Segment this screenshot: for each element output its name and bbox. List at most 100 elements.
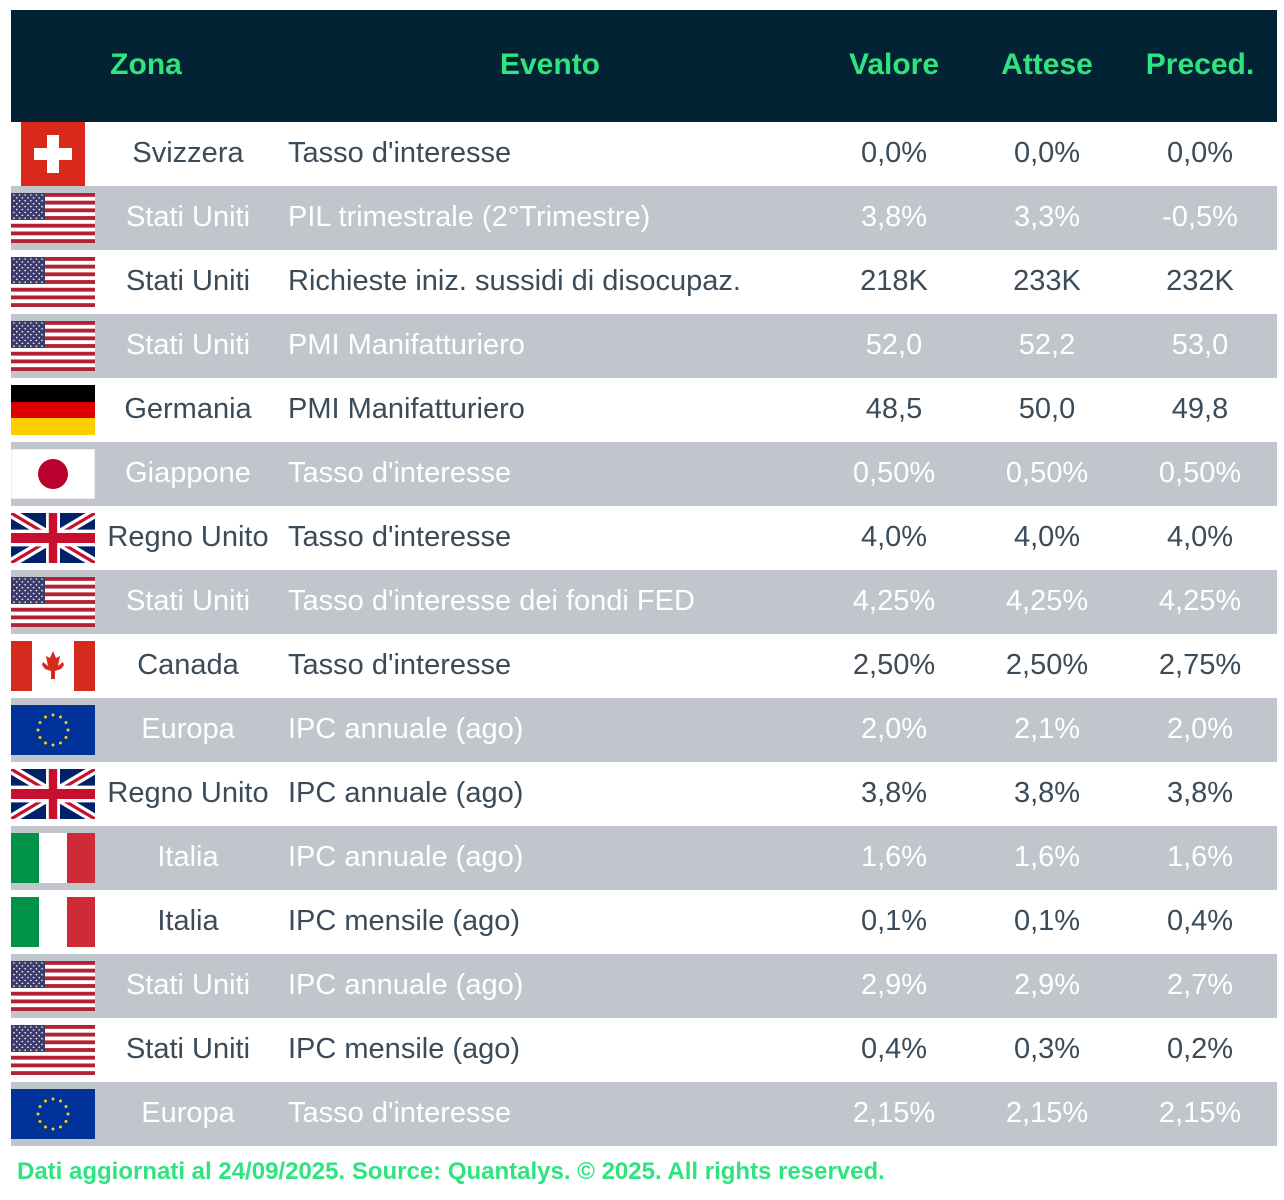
attese-cell: 2,9% [1013,969,1081,1001]
table-row: Italia IPC mensile (ago) 0,1% 0,1% 0,4% [11,890,1277,954]
zona-cell: Europa [141,1097,235,1129]
attese-cell: 2,1% [1013,713,1081,745]
valore-cell: 0,1% [860,905,928,937]
table-row: Europa Tasso d'interesse 2,15% 2,15% 2,1… [11,1082,1277,1146]
valore-cell: 2,9% [860,969,928,1001]
evento-cell: Tasso d'interesse [288,137,512,169]
table-row: Giappone Tasso d'interesse 0,50% 0,50% 0… [10,442,1277,506]
preced-cell: 3,8% [1166,777,1234,809]
preced-cell: 2,0% [1166,713,1234,745]
usa-flag-icon [11,1025,95,1075]
valore-cell: 2,15% [852,1097,936,1129]
japan-flag-icon [10,448,96,500]
preced-cell: 53,0 [1171,329,1229,361]
attese-cell: 4,25% [1005,585,1089,617]
evento-cell: IPC annuale (ago) [288,713,524,745]
table-row: Regno Unito IPC annuale (ago) 3,8% 3,8% … [9,762,1277,826]
table-row: Stati Uniti PMI Manifatturiero 52,0 52,2… [11,314,1277,378]
canada-flag-icon [11,641,95,691]
eu-flag-icon [11,705,95,755]
valore-cell: 52,0 [865,329,923,361]
header-evento: Evento [499,48,601,81]
valore-cell: 3,8% [860,201,928,233]
zona-cell: Regno Unito [107,521,269,553]
valore-cell: 2,0% [860,713,928,745]
attese-cell: 50,0 [1018,393,1076,425]
zona-cell: Svizzera [132,137,244,169]
uk-flag-icon [9,764,97,824]
table-row: Stati Uniti IPC annuale (ago) 2,9% 2,9% … [11,954,1277,1018]
attese-cell: 2,15% [1005,1097,1089,1129]
evento-cell: Tasso d'interesse [288,521,512,553]
valore-cell: 48,5 [865,393,923,425]
table-row: Canada Tasso d'interesse 2,50% 2,50% 2,7… [11,634,1277,698]
valore-cell: 4,25% [852,585,936,617]
italy-flag-icon [11,833,95,883]
eu-flag-icon [11,1089,95,1139]
attese-cell: 2,50% [1005,649,1089,681]
evento-cell: IPC annuale (ago) [288,841,524,873]
preced-cell: 4,25% [1158,585,1242,617]
zona-cell: Stati Uniti [125,969,251,1001]
attese-cell: 52,2 [1018,329,1076,361]
attese-cell: 1,6% [1013,841,1081,873]
table-row: Regno Unito Tasso d'interesse 4,0% 4,0% … [9,506,1277,570]
table-row: Stati Uniti PIL trimestrale (2°Trimestre… [11,186,1277,250]
preced-cell: 0,4% [1166,905,1234,937]
footer-note: Dati aggiornati al 24/09/2025. Source: Q… [17,1158,885,1185]
usa-flag-icon [11,257,95,307]
header-zona: Zona [110,48,182,81]
uk-flag-icon [9,508,97,568]
preced-cell: -0,5% [1162,201,1238,233]
header-preced: Preced. [1145,48,1255,81]
evento-cell: IPC annuale (ago) [288,777,524,809]
preced-cell: 0,50% [1158,457,1242,489]
evento-cell: Tasso d'interesse [288,649,512,681]
header-attese: Attese [1001,48,1093,81]
germany-flag-icon [11,385,95,435]
zona-cell: Stati Uniti [125,585,251,617]
valore-cell: 0,50% [852,457,936,489]
table-row: Svizzera Tasso d'interesse 0,0% 0,0% 0,0… [11,122,1277,186]
zona-cell: Italia [157,905,219,937]
zona-cell: Europa [141,713,235,745]
zona-cell: Stati Uniti [125,1033,251,1065]
zona-cell: Italia [157,841,219,873]
table-row: Stati Uniti Tasso d'interesse dei fondi … [11,570,1277,634]
evento-cell: IPC mensile (ago) [288,1033,521,1065]
attese-cell: 233K [1013,265,1081,297]
preced-cell: 232K [1166,265,1234,297]
zona-cell: Stati Uniti [125,329,251,361]
usa-flag-icon [11,193,95,243]
valore-cell: 1,6% [860,841,928,873]
table-header: Zona Evento Valore Attese Preced. [11,10,1277,122]
switzerland-flag-icon [21,122,85,186]
attese-cell: 4,0% [1013,521,1081,553]
evento-cell: PMI Manifatturiero [288,329,525,361]
zona-cell: Regno Unito [107,777,269,809]
usa-flag-icon [11,577,95,627]
zona-cell: Germania [124,393,252,425]
attese-cell: 0,1% [1013,905,1081,937]
valore-cell: 2,50% [852,649,936,681]
evento-cell: IPC annuale (ago) [288,969,524,1001]
attese-cell: 3,3% [1013,201,1081,233]
evento-cell: Tasso d'interesse dei fondi FED [288,585,695,617]
evento-cell: Tasso d'interesse [288,1097,512,1129]
evento-cell: IPC mensile (ago) [288,905,521,937]
italy-flag-icon [11,897,95,947]
usa-flag-icon [11,321,95,371]
evento-cell: Tasso d'interesse [288,457,512,489]
zona-cell: Stati Uniti [125,265,251,297]
valore-cell: 3,8% [860,777,928,809]
zona-cell: Giappone [125,457,251,489]
attese-cell: 0,50% [1005,457,1089,489]
preced-cell: 2,15% [1158,1097,1242,1129]
preced-cell: 2,7% [1166,969,1234,1001]
attese-cell: 0,3% [1013,1033,1081,1065]
zona-cell: Stati Uniti [125,201,251,233]
attese-cell: 3,8% [1013,777,1081,809]
evento-cell: Richieste iniz. sussidi di disocupaz. [288,265,741,297]
valore-cell: 0,0% [860,137,928,169]
table-row: Stati Uniti Richieste iniz. sussidi di d… [11,250,1277,314]
